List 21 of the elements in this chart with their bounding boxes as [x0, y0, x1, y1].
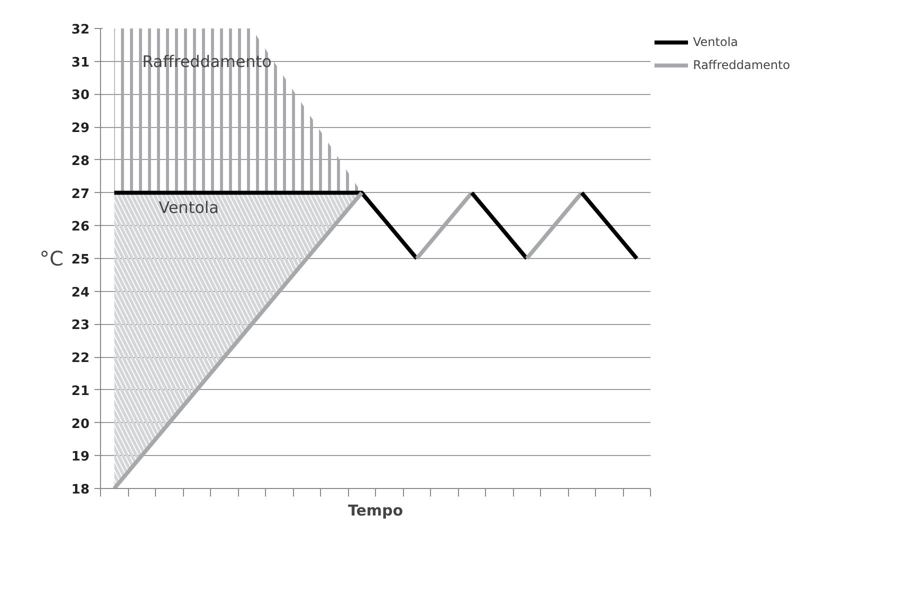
y-tick-label: 18	[71, 482, 90, 498]
y-tick-label: 29	[71, 121, 90, 136]
y-tick-label: 19	[71, 450, 90, 465]
y-tick-label: 27	[71, 186, 90, 202]
y-tick-label: 25	[71, 252, 90, 268]
y-tick-label: 26	[71, 220, 90, 235]
y-tick-label: 32	[71, 22, 90, 38]
y-axis-title: °C	[39, 246, 64, 270]
y-tick-label: 22	[71, 351, 90, 366]
y-tick-label: 23	[71, 318, 90, 334]
annotation: Raffreddamento	[142, 52, 272, 71]
legend-label: Ventola	[693, 35, 738, 49]
y-tick-label: 21	[71, 384, 90, 399]
y-tick-label: 28	[71, 154, 90, 169]
y-tick-label: 24	[71, 285, 90, 300]
x-axis-title: Tempo	[348, 502, 404, 520]
y-tick-label: 31	[71, 55, 90, 70]
legend-label: Raffreddamento	[693, 58, 790, 72]
y-tick-label: 30	[71, 88, 90, 104]
y-tick-label: 20	[71, 416, 90, 432]
annotation: Ventola	[158, 198, 219, 218]
